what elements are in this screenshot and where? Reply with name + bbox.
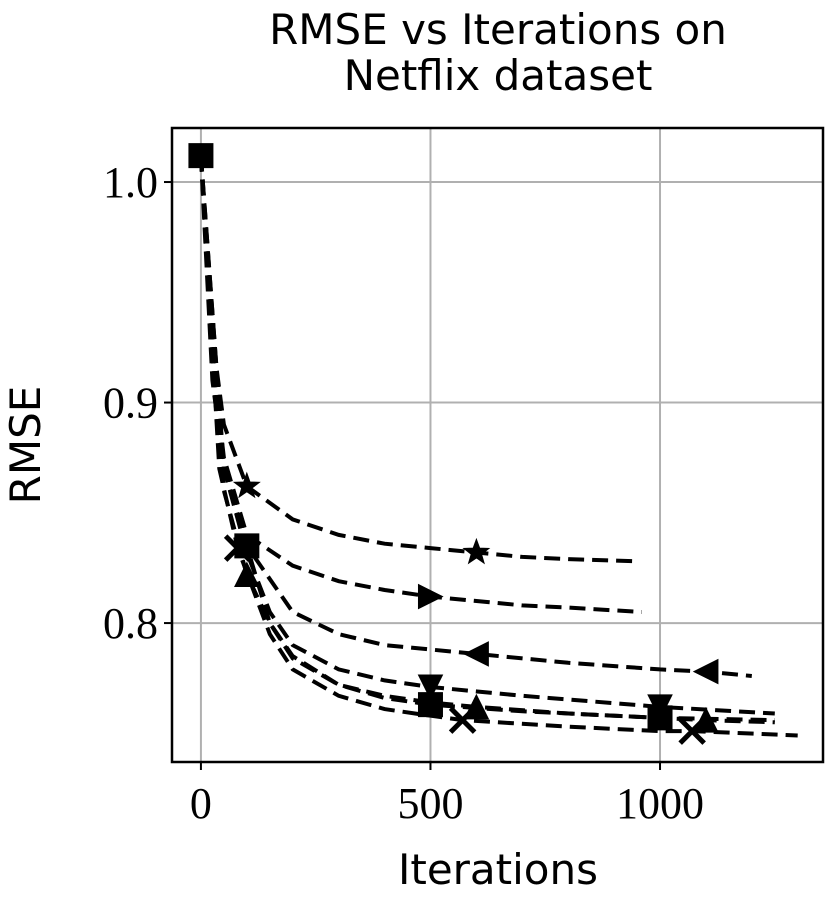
- y-tick-label: 0.9: [103, 379, 158, 428]
- marker: [234, 561, 260, 588]
- marker: [417, 692, 443, 718]
- marker: [417, 674, 444, 701]
- marker: [462, 537, 491, 565]
- y-tick-label: 1.0: [103, 158, 158, 207]
- marker: [417, 583, 444, 610]
- series-line: [198, 155, 638, 564]
- x-tick-label: 0: [190, 779, 212, 828]
- marker: [692, 658, 719, 685]
- plot-frame: [170, 126, 825, 764]
- y-tick-label: 0.8: [103, 599, 158, 648]
- chart-title: RMSE vs Iterations on Netflix dataset: [269, 5, 727, 100]
- marker: [678, 717, 706, 745]
- marker: [647, 694, 673, 720]
- x-tick-label: 1000: [616, 779, 704, 828]
- series-line: [198, 155, 752, 678]
- x-tick-label: 500: [397, 779, 463, 828]
- marker: [232, 471, 261, 499]
- series-line: [198, 155, 642, 614]
- plot-area: [198, 155, 798, 738]
- marker: [448, 706, 477, 734]
- series-line: [198, 155, 775, 716]
- x-axis-label: Iterations: [398, 845, 598, 894]
- marker: [223, 534, 252, 562]
- y-axis-label: RMSE: [1, 386, 50, 505]
- marker: [463, 641, 489, 667]
- series-line: [198, 155, 798, 738]
- marker: [188, 143, 214, 169]
